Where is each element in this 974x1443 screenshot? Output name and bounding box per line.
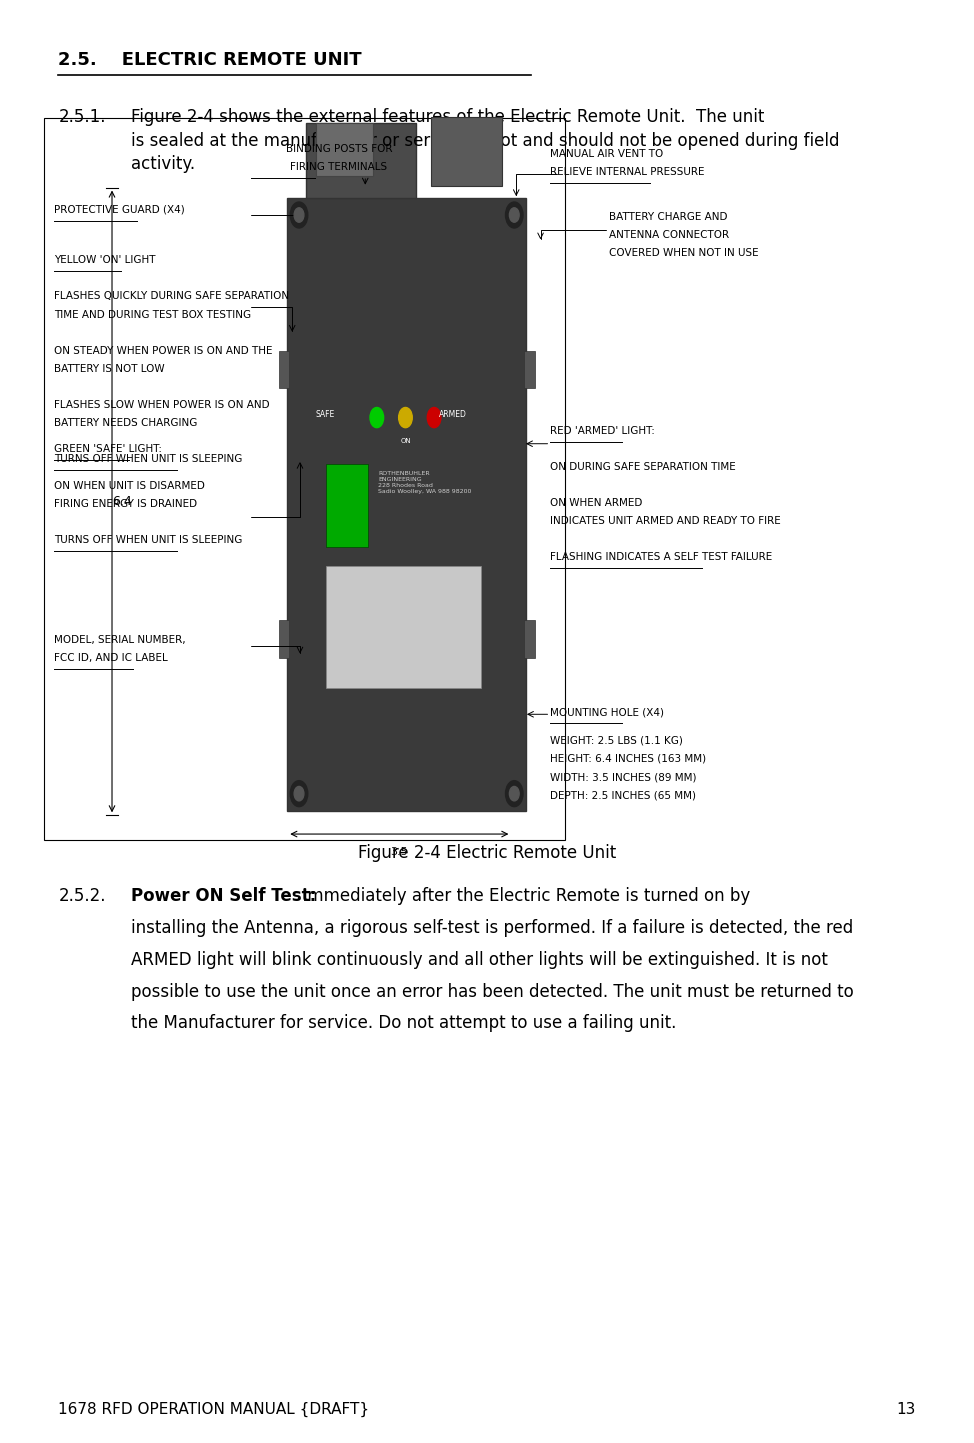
Text: PROTECTIVE GUARD (X4): PROTECTIVE GUARD (X4): [54, 205, 184, 215]
Text: 13: 13: [896, 1403, 916, 1417]
Text: TURNS OFF WHEN UNIT IS SLEEPING: TURNS OFF WHEN UNIT IS SLEEPING: [54, 453, 242, 463]
Text: BATTERY IS NOT LOW: BATTERY IS NOT LOW: [54, 364, 165, 374]
Text: Figure 2-4 shows the external features of the Electric Remote Unit.  The unit
is: Figure 2-4 shows the external features o…: [131, 108, 840, 173]
Bar: [316, 123, 373, 176]
Circle shape: [428, 407, 441, 427]
Bar: [307, 123, 416, 198]
Text: ROTHENBUHLER
ENGINEERING
228 Rhodes Road
Sadio Woolley, WA 988 98200: ROTHENBUHLER ENGINEERING 228 Rhodes Road…: [378, 470, 471, 494]
Text: DEPTH: 2.5 INCHES (65 MM): DEPTH: 2.5 INCHES (65 MM): [550, 791, 696, 799]
Text: ANTENNA CONNECTOR: ANTENNA CONNECTOR: [609, 229, 729, 240]
Bar: [44, 118, 565, 840]
Circle shape: [290, 781, 308, 807]
Text: 2.5.    ELECTRIC REMOTE UNIT: 2.5. ELECTRIC REMOTE UNIT: [58, 51, 362, 68]
Circle shape: [509, 786, 519, 801]
Text: 1678 RFD OPERATION MANUAL {DRAFT}: 1678 RFD OPERATION MANUAL {DRAFT}: [58, 1401, 369, 1417]
Text: installing the Antenna, a rigorous self-test is performed. If a failure is detec: installing the Antenna, a rigorous self-…: [131, 919, 854, 937]
Circle shape: [294, 786, 304, 801]
Bar: [279, 351, 289, 388]
Text: ON WHEN ARMED: ON WHEN ARMED: [550, 498, 643, 508]
Text: BINDING POSTS FOR: BINDING POSTS FOR: [285, 144, 393, 154]
Text: Power ON Self Test:: Power ON Self Test:: [131, 887, 317, 905]
Text: FIRING ENERGY IS DRAINED: FIRING ENERGY IS DRAINED: [54, 499, 197, 508]
Text: MODEL, SERIAL NUMBER,: MODEL, SERIAL NUMBER,: [54, 635, 185, 645]
Text: 3.5: 3.5: [391, 847, 408, 857]
Text: ARMED: ARMED: [439, 410, 467, 418]
Bar: [279, 620, 289, 658]
Circle shape: [370, 407, 384, 427]
Text: FIRING TERMINALS: FIRING TERMINALS: [290, 162, 388, 172]
Bar: [325, 566, 480, 688]
Text: YELLOW 'ON' LIGHT: YELLOW 'ON' LIGHT: [54, 255, 155, 266]
Text: FLASHING INDICATES A SELF TEST FAILURE: FLASHING INDICATES A SELF TEST FAILURE: [550, 553, 772, 561]
Text: HEIGHT: 6.4 INCHES (163 MM): HEIGHT: 6.4 INCHES (163 MM): [550, 753, 706, 763]
Bar: [524, 351, 535, 388]
Circle shape: [290, 202, 308, 228]
Text: COVERED WHEN NOT IN USE: COVERED WHEN NOT IN USE: [609, 248, 759, 258]
Text: WEIGHT: 2.5 LBS (1.1 KG): WEIGHT: 2.5 LBS (1.1 KG): [550, 736, 683, 746]
Text: WIDTH: 3.5 INCHES (89 MM): WIDTH: 3.5 INCHES (89 MM): [550, 772, 696, 782]
Text: BATTERY CHARGE AND: BATTERY CHARGE AND: [609, 212, 728, 222]
Bar: [325, 465, 368, 547]
Text: 6.4: 6.4: [112, 495, 131, 508]
Text: SAFE: SAFE: [316, 410, 335, 418]
Text: ON STEADY WHEN POWER IS ON AND THE: ON STEADY WHEN POWER IS ON AND THE: [54, 346, 272, 355]
Text: Immediately after the Electric Remote is turned on by: Immediately after the Electric Remote is…: [292, 887, 750, 905]
Text: ON WHEN UNIT IS DISARMED: ON WHEN UNIT IS DISARMED: [54, 481, 205, 491]
Bar: [524, 620, 535, 658]
Circle shape: [506, 781, 523, 807]
Text: BATTERY NEEDS CHARGING: BATTERY NEEDS CHARGING: [54, 418, 197, 427]
Text: ON: ON: [400, 437, 411, 444]
Text: the Manufacturer for service. Do not attempt to use a failing unit.: the Manufacturer for service. Do not att…: [131, 1014, 677, 1032]
Text: 2.5.2.: 2.5.2.: [58, 887, 106, 905]
Text: Figure 2-4 Electric Remote Unit: Figure 2-4 Electric Remote Unit: [357, 844, 617, 861]
Text: RED 'ARMED' LIGHT:: RED 'ARMED' LIGHT:: [550, 426, 656, 436]
Text: 2.5.1.: 2.5.1.: [58, 108, 106, 126]
Text: ON DURING SAFE SEPARATION TIME: ON DURING SAFE SEPARATION TIME: [550, 462, 736, 472]
Circle shape: [509, 208, 519, 222]
Text: possible to use the unit once an error has been detected. The unit must be retur: possible to use the unit once an error h…: [131, 983, 854, 1000]
Text: FLASHES QUICKLY DURING SAFE SEPARATION: FLASHES QUICKLY DURING SAFE SEPARATION: [54, 291, 288, 302]
Circle shape: [398, 407, 412, 427]
Text: RELIEVE INTERNAL PRESSURE: RELIEVE INTERNAL PRESSURE: [550, 166, 705, 176]
Text: TIME AND DURING TEST BOX TESTING: TIME AND DURING TEST BOX TESTING: [54, 310, 250, 319]
Bar: [287, 198, 526, 811]
Text: ARMED light will blink continuously and all other lights will be extinguished. I: ARMED light will blink continuously and …: [131, 951, 828, 968]
Text: INDICATES UNIT ARMED AND READY TO FIRE: INDICATES UNIT ARMED AND READY TO FIRE: [550, 517, 781, 525]
Text: MOUNTING HOLE (X4): MOUNTING HOLE (X4): [550, 707, 664, 717]
Bar: [431, 117, 503, 186]
Text: GREEN 'SAFE' LIGHT:: GREEN 'SAFE' LIGHT:: [54, 444, 162, 455]
Text: TURNS OFF WHEN UNIT IS SLEEPING: TURNS OFF WHEN UNIT IS SLEEPING: [54, 535, 242, 544]
Text: FCC ID, AND IC LABEL: FCC ID, AND IC LABEL: [54, 652, 168, 662]
Circle shape: [506, 202, 523, 228]
Circle shape: [294, 208, 304, 222]
Text: FLASHES SLOW WHEN POWER IS ON AND: FLASHES SLOW WHEN POWER IS ON AND: [54, 400, 269, 410]
Text: MANUAL AIR VENT TO: MANUAL AIR VENT TO: [550, 149, 663, 159]
